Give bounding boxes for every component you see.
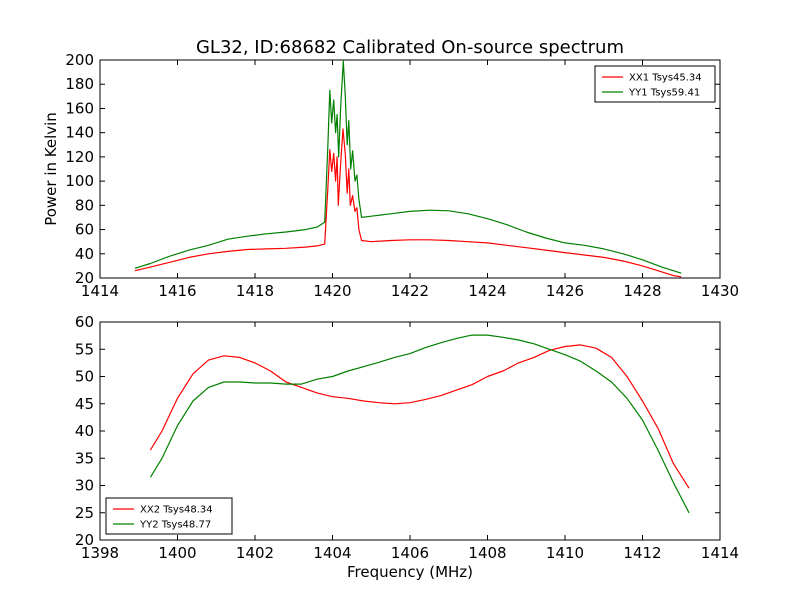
chart-title: GL32, ID:68682 Calibrated On-source spec… — [196, 37, 624, 58]
legend-box — [594, 65, 716, 103]
x-tick-label: 1406 — [391, 544, 429, 562]
x-tick-label: 1402 — [236, 544, 274, 562]
y-tick-label: 55 — [75, 340, 94, 358]
x-tick-label: 1420 — [313, 282, 351, 300]
y-tick-label: 100 — [65, 172, 94, 190]
series-line-1 — [149, 344, 690, 489]
x-tick-label: 1414 — [701, 544, 739, 562]
legend-label: YY2 Tsys48.77 — [139, 520, 211, 531]
y-tick-label: 120 — [65, 148, 94, 166]
x-tick-label: 1426 — [546, 282, 584, 300]
x-tick-label: 1398 — [81, 544, 119, 562]
legend: XX2 Tsys48.34 YY2 Tsys48.77 — [105, 497, 233, 535]
legend-label: XX2 Tsys48.34 — [140, 505, 213, 516]
y-tick-label: 60 — [75, 313, 94, 331]
y-tick-label: 20 — [75, 269, 94, 287]
series-line-2 — [149, 334, 690, 514]
x-axis-label: Frequency (MHz) — [347, 563, 473, 581]
y-tick-label: 60 — [75, 221, 94, 239]
x-tick-label: 1412 — [623, 544, 661, 562]
legend-label: YY1 Tsys59.41 — [628, 88, 700, 99]
series-line-2 — [134, 60, 682, 274]
x-tick-label: 1414 — [81, 282, 119, 300]
y-tick-label: 25 — [75, 504, 94, 522]
x-tick-label: 1428 — [623, 282, 661, 300]
x-tick-label: 1400 — [158, 544, 196, 562]
y-tick-label: 160 — [65, 99, 94, 117]
y-tick-label: 35 — [75, 449, 94, 467]
x-tick-label: 1410 — [546, 544, 584, 562]
x-tick-label: 1404 — [313, 544, 351, 562]
series-line-1 — [134, 128, 682, 278]
legend-label: XX1 Tsys45.34 — [629, 73, 702, 84]
x-tick-label: 1408 — [468, 544, 506, 562]
x-tick-label: 1424 — [468, 282, 506, 300]
x-tick-label: 1422 — [391, 282, 429, 300]
y-tick-label: 20 — [75, 531, 94, 549]
y-axis-label: Power in Kelvin — [42, 112, 60, 226]
y-tick-label: 140 — [65, 124, 94, 142]
y-tick-label: 45 — [75, 395, 94, 413]
y-tick-label: 40 — [75, 245, 94, 263]
y-tick-label: 50 — [75, 368, 94, 386]
bottom-panel: 1398 1400 1402 1404 1406 1408 1410 1412 1414 20 25… — [75, 313, 739, 562]
x-tick-label: 1430 — [701, 282, 739, 300]
y-tick-label: 80 — [75, 196, 94, 214]
y-tick-label: 30 — [75, 477, 94, 495]
x-tick-label: 1418 — [236, 282, 274, 300]
y-tick-label: 40 — [75, 422, 94, 440]
x-tick-label: 1416 — [158, 282, 196, 300]
legend-box — [105, 497, 233, 535]
top-panel: 1414 1416 1418 1420 1422 1424 1426 1428 1430 20 40… — [42, 51, 739, 300]
y-tick-label: 200 — [65, 51, 94, 69]
y-tick-label: 180 — [65, 75, 94, 93]
legend: XX1 Tsys45.34 YY1 Tsys59.41 — [594, 65, 716, 103]
